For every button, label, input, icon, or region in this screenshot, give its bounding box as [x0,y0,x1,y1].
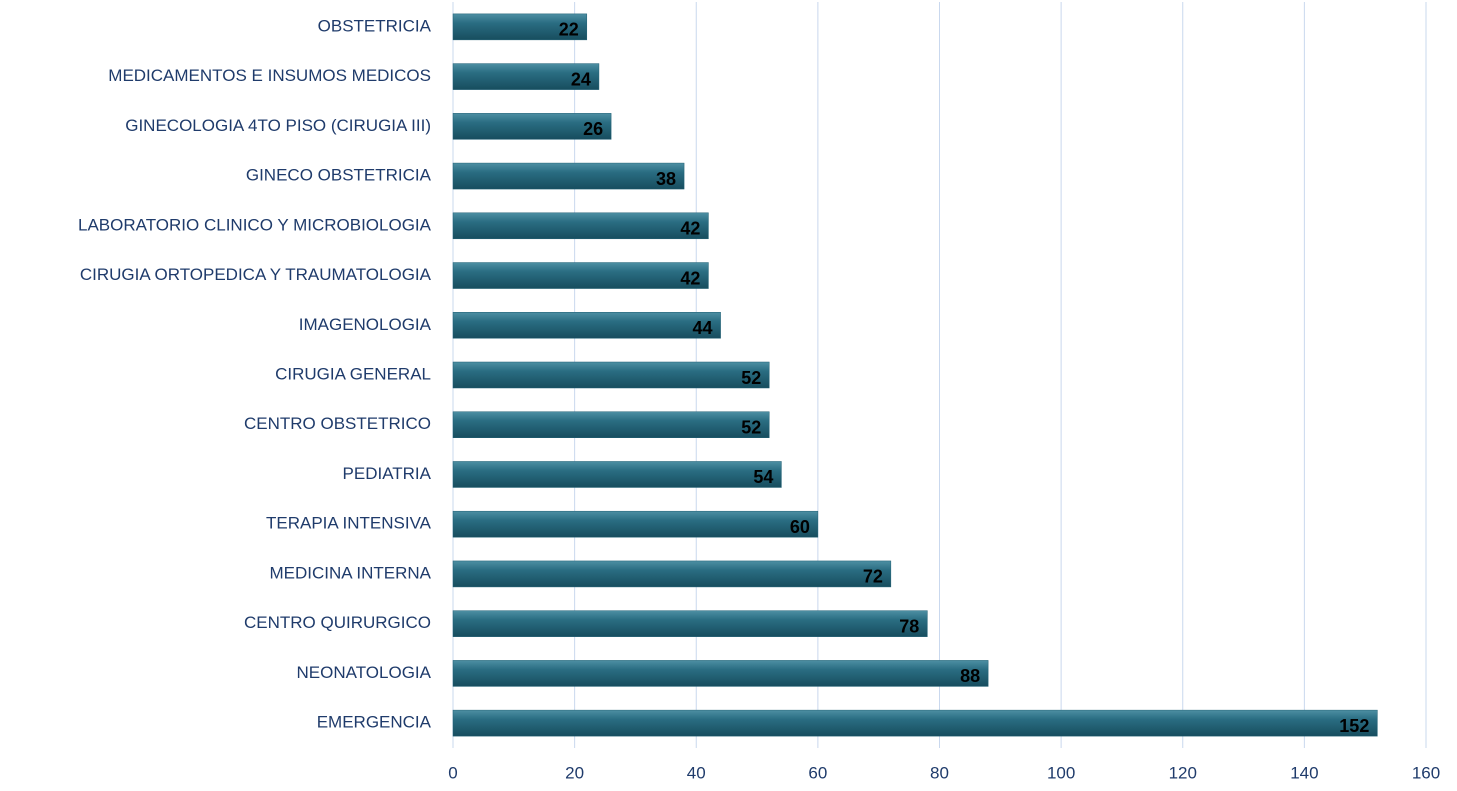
value-label: 52 [741,368,761,388]
value-label: 54 [753,467,773,487]
y-tick-label: IMAGENOLOGIA [299,315,432,334]
y-tick-label: LABORATORIO CLINICO Y MICROBIOLOGIA [78,215,432,234]
x-tick-label: 100 [1047,763,1075,782]
x-tick-label: 60 [808,763,827,782]
bar [452,13,588,41]
value-label: 24 [571,69,591,89]
x-tick-label: 160 [1412,763,1440,782]
y-tick-label: CENTRO QUIRURGICO [244,613,431,632]
x-tick-label: 80 [930,763,949,782]
value-label: 52 [741,417,761,437]
y-tick-label: MEDICAMENTOS E INSUMOS MEDICOS [108,66,431,85]
bar [452,411,770,438]
x-tick-label: 40 [687,763,706,782]
bar [452,610,928,637]
value-label: 26 [583,119,603,139]
bar [452,510,819,538]
value-label: 88 [960,666,980,686]
value-label: 44 [693,318,713,338]
y-tick-label: CIRUGIA ORTOPEDICA Y TRAUMATOLOGIA [80,265,432,284]
bar [452,212,709,240]
bar [452,709,1378,737]
y-tick-label: CENTRO OBSTETRICO [244,414,431,433]
y-tick-label: CIRUGIA GENERAL [275,364,431,383]
value-label: 60 [790,517,810,537]
x-tick-label: 0 [448,763,457,782]
y-tick-label: PEDIATRIA [343,464,432,483]
bar [452,162,685,190]
y-tick-label: MEDICINA INTERNA [269,563,431,582]
bar [452,361,770,389]
bar [452,560,892,588]
value-label: 152 [1339,716,1369,736]
y-tick-label: GINECO OBSTETRICIA [246,166,432,185]
value-label: 72 [863,567,883,587]
x-tick-label: 140 [1290,763,1318,782]
x-tick-label: 20 [565,763,584,782]
y-tick-label: EMERGENCIA [317,713,432,732]
value-label: 42 [680,268,700,288]
x-tick-label: 120 [1169,763,1197,782]
bar [452,113,612,140]
value-label: 78 [899,616,919,636]
y-tick-label: OBSTETRICIA [318,16,432,35]
bar [452,262,709,289]
y-tick-label: GINECOLOGIA 4TO PISO (CIRUGIA III) [125,116,431,135]
value-label: 38 [656,169,676,189]
y-tick-label: NEONATOLOGIA [297,663,432,682]
bar [452,660,989,687]
bar [452,461,782,488]
value-label: 42 [680,219,700,239]
bar [452,63,600,90]
value-label: 22 [559,20,579,40]
y-tick-label: TERAPIA INTENSIVA [266,514,432,533]
bar [452,312,721,339]
